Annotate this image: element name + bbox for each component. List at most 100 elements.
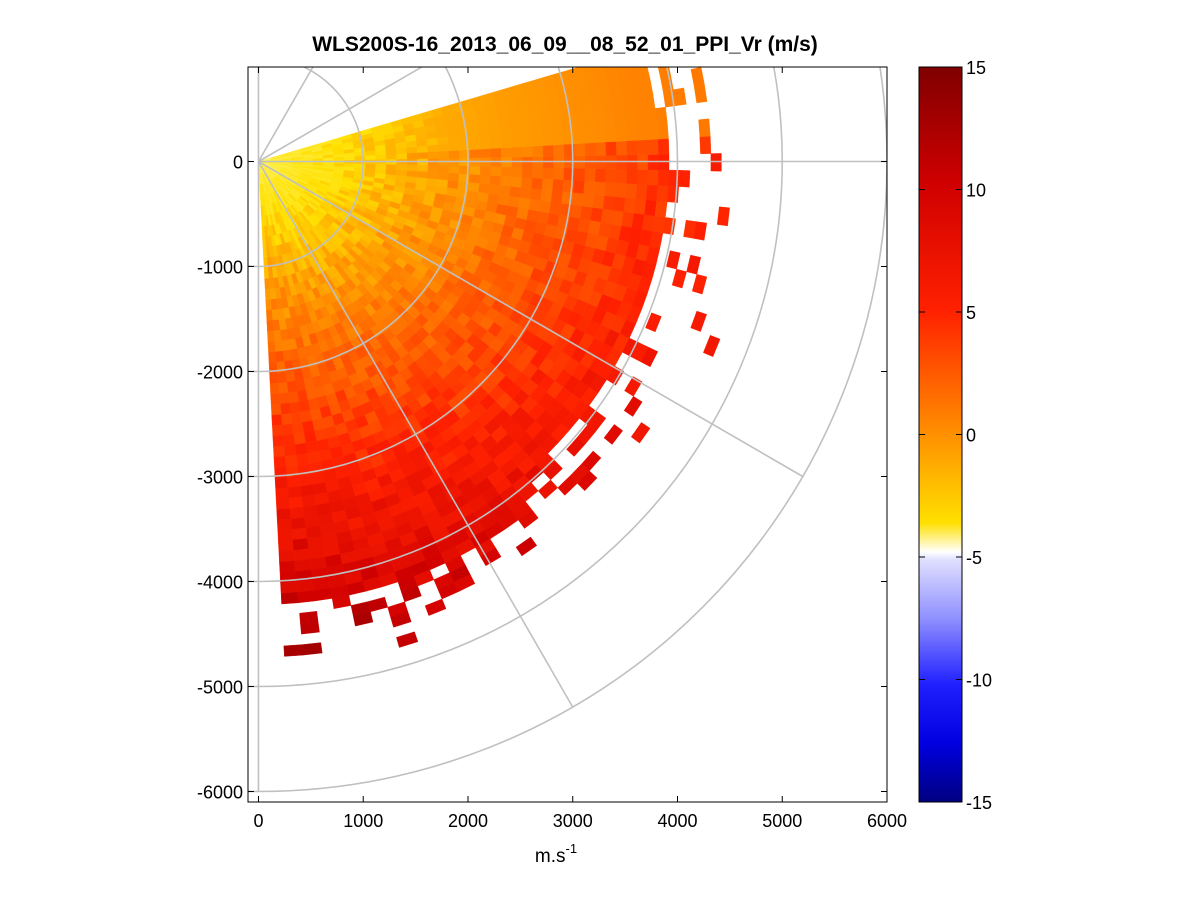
heat-cell — [273, 456, 287, 468]
heat-cell — [300, 621, 320, 635]
y-axis: 0 -1000 -2000 -3000 -4000 -5000 -6000 — [197, 153, 887, 803]
y-tick-label: 0 — [233, 153, 243, 173]
heat-cell — [447, 172, 460, 182]
heat-cell — [595, 141, 607, 156]
heat-cell — [287, 486, 303, 499]
heat-cell — [300, 484, 315, 498]
colorbar-tick-label: 5 — [966, 303, 976, 323]
heat-cell — [288, 496, 304, 509]
heat-cell — [699, 135, 712, 155]
heat-cell — [294, 559, 312, 572]
heat-cell — [691, 274, 708, 295]
heat-cell — [518, 509, 539, 529]
radial-line — [257, 161, 574, 708]
heat-cell — [437, 143, 450, 152]
heat-cell — [479, 165, 492, 176]
heat-cell — [448, 149, 460, 159]
heat-cell — [280, 402, 292, 415]
heat-cell — [468, 140, 481, 150]
x-tick-label: 0 — [253, 811, 263, 831]
y-tick-label: -6000 — [197, 783, 243, 803]
heat-cell — [415, 176, 428, 185]
heat-cell — [549, 201, 562, 215]
heat-cell — [573, 130, 586, 145]
heat-cell — [654, 200, 668, 218]
heat-cell — [278, 550, 295, 563]
heat-cell — [375, 163, 387, 170]
y-tick-label: -3000 — [197, 468, 243, 488]
heat-cell — [657, 138, 670, 155]
x-tick-label: 4000 — [657, 811, 697, 831]
heat-cell — [521, 145, 534, 158]
heat-cell — [436, 178, 449, 188]
heat-cell — [592, 115, 605, 130]
heat-cell — [497, 194, 510, 206]
heat-cell — [352, 611, 374, 627]
heat-cell — [623, 396, 643, 417]
heat-cell — [468, 173, 481, 184]
heat-cell — [269, 382, 280, 395]
heat-cell — [284, 444, 297, 457]
heat-cell — [283, 644, 304, 657]
heat-cell — [551, 120, 564, 134]
x-tick-label: 2000 — [448, 811, 488, 831]
heat-cell — [276, 518, 293, 531]
heat-cell — [519, 187, 532, 200]
x-axis-label-superscript: -1 — [566, 841, 578, 856]
heat-cell — [640, 346, 659, 368]
heat-cell — [602, 195, 616, 211]
heat-cell — [437, 171, 450, 181]
y-tick-label: -2000 — [197, 363, 243, 383]
heat-cell — [438, 150, 450, 159]
heat-cell — [273, 445, 286, 458]
heat-cell — [542, 144, 555, 157]
heat-cell — [364, 167, 376, 174]
heat-cell — [553, 167, 565, 180]
heat-cell — [538, 200, 552, 214]
heat-cell — [476, 191, 490, 203]
heat-cell — [385, 168, 397, 176]
heat-cell — [552, 178, 565, 192]
heat-cell — [510, 176, 523, 188]
heat-cell — [509, 126, 522, 138]
heat-cell — [427, 164, 439, 173]
heat-cell — [614, 126, 627, 142]
heat-cell — [406, 170, 418, 178]
heat-cell — [614, 182, 627, 198]
heat-cell — [623, 197, 637, 214]
heat-cell — [427, 151, 439, 159]
heat-cell — [531, 134, 544, 147]
x-tick-label: 5000 — [762, 811, 802, 831]
plot-frame — [247, 66, 888, 803]
heat-cell — [396, 631, 419, 648]
heat-cell — [500, 147, 513, 158]
heat-cell — [553, 144, 565, 157]
heat-cell — [647, 138, 659, 155]
heat-cell — [499, 127, 512, 139]
heat-cell — [499, 185, 512, 197]
polar-grid — [248, 67, 887, 793]
heat-cell — [603, 67, 617, 74]
heat-cell — [490, 166, 502, 177]
radial-line — [258, 67, 424, 163]
heat-cell — [633, 198, 647, 215]
heat-cell — [313, 587, 333, 602]
heat-cell — [479, 139, 491, 150]
heat-cell — [521, 166, 534, 179]
heat-cell — [703, 335, 721, 357]
heat-cell — [282, 423, 295, 436]
heat-cell — [569, 105, 583, 120]
heat-cell — [447, 179, 459, 190]
heat-cell — [626, 140, 638, 156]
heat-cell — [495, 203, 509, 216]
heat-cell — [614, 67, 627, 72]
heat-cell — [275, 487, 290, 500]
heat-cell — [272, 424, 284, 437]
heat-cell — [698, 118, 711, 138]
heat-cell — [323, 162, 335, 167]
heat-cell — [385, 153, 397, 160]
heat-cell — [448, 165, 460, 174]
heat-cell — [573, 180, 585, 194]
heat-cell — [592, 194, 605, 210]
x-axis-label-text: m.s — [535, 846, 566, 867]
